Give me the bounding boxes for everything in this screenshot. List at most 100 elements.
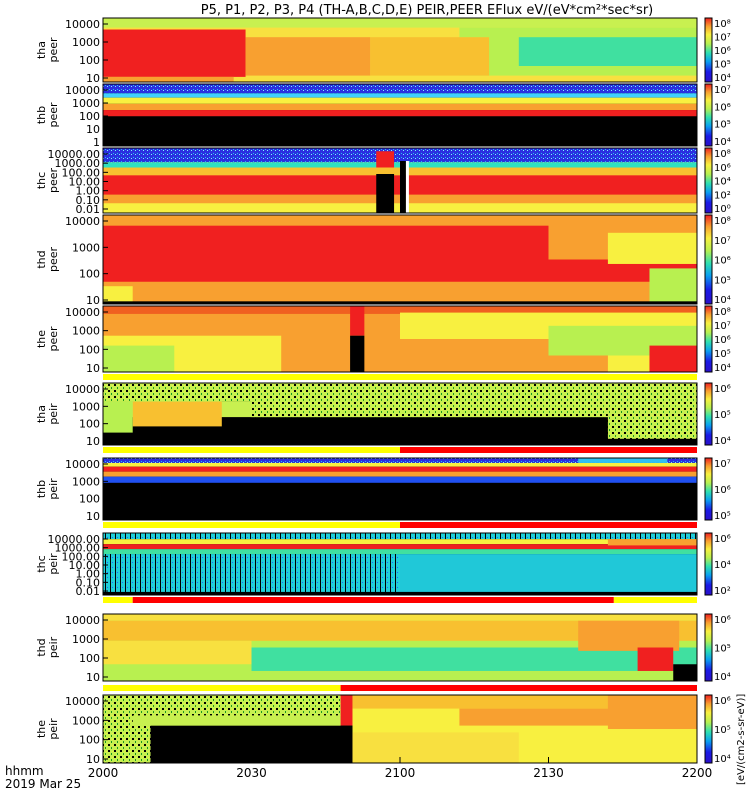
panel-the-peir: 10 100 1000 10000 the peir 10⁴ 10⁵ 10⁶	[35, 694, 731, 766]
colorbar-tick-label: 10⁵	[714, 410, 731, 421]
y-tick-label: 0.10	[76, 194, 101, 207]
panel-frame	[102, 147, 698, 214]
colorbar-tick-label: 10⁴	[714, 137, 731, 148]
colorbar-tick-label: 10⁶	[714, 485, 731, 496]
status-bar-segment	[103, 685, 341, 691]
colorbar-tick-label: 10⁵	[714, 725, 731, 736]
panel-probe-label: thd	[35, 250, 48, 268]
y-tick-label: 10000	[65, 458, 100, 471]
y-tick-label: 10	[86, 362, 100, 375]
panel-species-label: peir	[47, 636, 60, 658]
panel-frame	[102, 613, 698, 682]
colorbar-tick-label: 10⁷	[714, 321, 731, 332]
colorbar-tick-label: 10⁶	[714, 256, 731, 267]
y-tick-label: 100	[79, 418, 100, 431]
y-tick-label: 1000.00	[55, 157, 101, 170]
y-tick-label: 1.00	[76, 185, 101, 198]
colorbar-tick-label: 10²	[714, 586, 731, 597]
y-tick-label: 1000	[72, 241, 100, 254]
y-tick-label: 10000.00	[48, 148, 101, 161]
panel-probe-label: thc	[35, 172, 48, 189]
figure-title: P5, P1, P2, P3, P4 (TH-A,B,C,D,E) PEIR,P…	[201, 3, 654, 18]
panel-species-label: peir	[47, 478, 60, 500]
panel-probe-label: thd	[35, 638, 48, 656]
colorbar-tick-label: 10⁴	[714, 73, 731, 84]
x-tick-label: 2030	[236, 766, 267, 780]
panel-frame	[102, 457, 698, 521]
y-tick-label: 100	[79, 734, 100, 747]
x-tick-label: 2100	[385, 766, 416, 780]
y-tick-label: 100	[79, 652, 100, 665]
colorbar	[704, 532, 713, 596]
colorbar-tick-label: 10⁰	[714, 204, 731, 215]
spectrogram-image	[103, 18, 697, 82]
panel-tha-peer: 10 100 1000 10000 tha peer 10⁴ 10⁵ 10⁶ 10⁷ 10⁸	[35, 17, 731, 85]
panel-species-label: peir	[47, 403, 60, 425]
colorbar	[704, 613, 713, 682]
panel-frame	[102, 532, 698, 596]
panel-species-label: peer	[47, 102, 60, 128]
status-bar-segment	[103, 597, 133, 603]
colorbar-tick-label: 10⁸	[714, 216, 731, 227]
colorbar	[704, 382, 713, 446]
y-tick-label: 1	[93, 136, 100, 149]
status-bar-segment	[340, 685, 697, 691]
status-bar-segment	[132, 597, 614, 603]
panel-frame	[102, 17, 698, 83]
colorbar	[704, 17, 713, 83]
y-tick-label: 1000	[72, 36, 100, 49]
y-tick-label: 10.00	[69, 176, 101, 189]
panel-frame	[102, 214, 698, 305]
colorbar	[704, 147, 713, 214]
status-bar-segment	[400, 522, 697, 528]
colorbar-tick-label: 10⁷	[714, 33, 731, 44]
colorbar-tick-label: 10⁵	[714, 644, 731, 655]
panel-probe-label: thb	[35, 106, 48, 124]
colorbar-tick-label: 10⁶	[714, 696, 731, 707]
y-tick-label: 10000	[65, 383, 100, 396]
panel-frame	[102, 305, 698, 373]
colorbar-tick-label: 10⁴	[714, 560, 731, 571]
colorbar	[704, 83, 713, 147]
colorbar-tick-label: 10⁴	[714, 672, 731, 683]
y-tick-label: 0.10	[76, 576, 101, 589]
colorbar-tick-label: 10⁴	[714, 295, 731, 306]
panel-thb-peir: 10 100 1000 10000 thb peir 10⁵ 10⁶ 10⁷	[35, 457, 731, 523]
panel-thd-peir: 10 100 1000 10000 thd peir 10⁴ 10⁵ 10⁶	[35, 613, 731, 684]
spectrogram-image	[103, 614, 697, 681]
y-tick-label: 0.01	[76, 585, 101, 598]
y-tick-label: 10000	[65, 695, 100, 708]
y-tick-label: 10	[86, 72, 100, 85]
panel-species-label: peir	[47, 553, 60, 575]
x-tick-label: 2000	[88, 766, 119, 780]
y-tick-label: 10.00	[69, 559, 101, 572]
status-bar-segment	[103, 522, 400, 528]
y-tick-label: 1000	[72, 97, 100, 110]
colorbar	[704, 457, 713, 521]
panel-probe-label: tha	[35, 41, 48, 59]
panel-species-label: peer	[47, 37, 60, 63]
colorbar-tick-label: 10⁶	[714, 384, 731, 395]
colorbar-tick-label: 10⁵	[714, 120, 731, 131]
colorbar-tick-label: 10⁶	[714, 534, 731, 545]
y-tick-label: 0.01	[76, 203, 101, 216]
y-tick-label: 100	[79, 54, 100, 67]
x-tick-label: 2200	[682, 766, 713, 780]
panel-species-label: peer	[47, 247, 60, 273]
x-date-label: 2019 Mar 25	[5, 777, 81, 791]
y-tick-label: 1000	[72, 475, 100, 488]
spectrogram-image	[103, 458, 697, 520]
colorbar-tick-label: 10⁵	[714, 275, 731, 286]
y-tick-label: 100	[79, 110, 100, 123]
colorbar-tick-label: 10⁵	[714, 349, 731, 360]
spectrogram-image	[103, 148, 697, 213]
colorbar-unit-label: [eV/(cm2-s-sr-eV)]	[736, 694, 747, 785]
panel-thc-peer: 0.010.101.0010.00100.001000.0010000.00th…	[35, 147, 731, 216]
x-unit-label: hhmm	[5, 764, 44, 778]
panel-probe-label: thc	[35, 555, 48, 572]
y-tick-label: 10000	[65, 215, 100, 228]
colorbar-tick-label: 10²	[714, 190, 731, 201]
panel-thd-peer: 10 100 1000 10000 thd peer 10⁴ 10⁵ 10⁶ 10⁷ 10⁸	[35, 214, 731, 307]
status-bar-segment	[103, 374, 697, 380]
colorbar-tick-label: 10⁷	[714, 85, 731, 96]
